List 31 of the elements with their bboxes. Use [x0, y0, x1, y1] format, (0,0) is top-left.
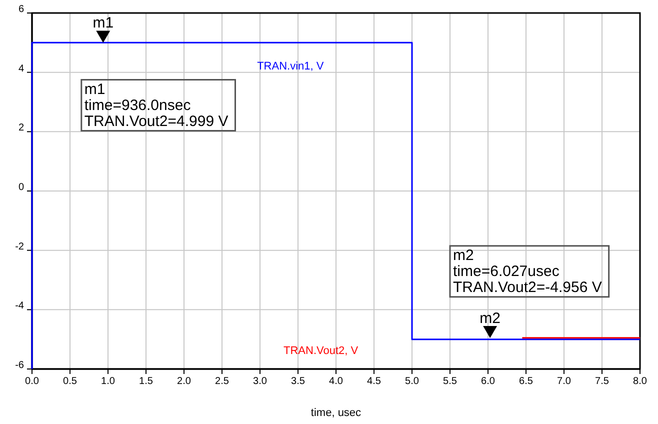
annotation: m1 [92, 14, 114, 32]
x-tick-label: 3.0 [253, 376, 268, 388]
x-tick-label: 8.0 [633, 376, 648, 388]
x-tick-label: 2.5 [215, 376, 230, 388]
x-tick-label: 7.0 [557, 376, 572, 388]
y-tick-label: 4 [18, 63, 24, 74]
annotation: m2 [480, 310, 500, 328]
y-tick-label: -6 [15, 360, 24, 371]
x-tick-label: 7.5 [595, 376, 610, 388]
x-tick-label: 3.5 [291, 376, 306, 388]
y-tick-label: -2 [15, 241, 24, 252]
x-tick-label: 0.0 [25, 376, 40, 388]
x-axis-title: time, usec [310, 407, 362, 419]
x-tick-label: 5.5 [443, 376, 458, 388]
text: TRAN.Vout2, V [284, 345, 359, 358]
series-label: TRAN.vin1, V [257, 60, 324, 72]
y-tick-label: -4 [15, 300, 24, 312]
annotation: m1 time=936.0nsec TRAN.Vout2=4.999 V [84, 80, 228, 130]
x-tick-label: 5.0 [405, 376, 420, 388]
x-tick-label: 4.5 [367, 376, 382, 388]
x-tick-label: 2.0 [177, 376, 192, 388]
x-tick-label: 1.5 [139, 376, 154, 388]
x-tick-label: 4.0 [329, 376, 344, 388]
y-tick-label: 2 [18, 122, 24, 134]
y-tick-label: 6 [18, 4, 24, 15]
annotation: m2 time=6.027usec TRAN.Vout2=-4.956 V [453, 246, 602, 296]
x-tick-label: 6.5 [519, 376, 534, 388]
y-tick-label: 0 [18, 182, 24, 193]
x-tick-label: 6.0 [481, 376, 496, 388]
x-tick-label: 1.0 [101, 376, 116, 388]
x-tick-label: 0.5 [63, 376, 78, 388]
